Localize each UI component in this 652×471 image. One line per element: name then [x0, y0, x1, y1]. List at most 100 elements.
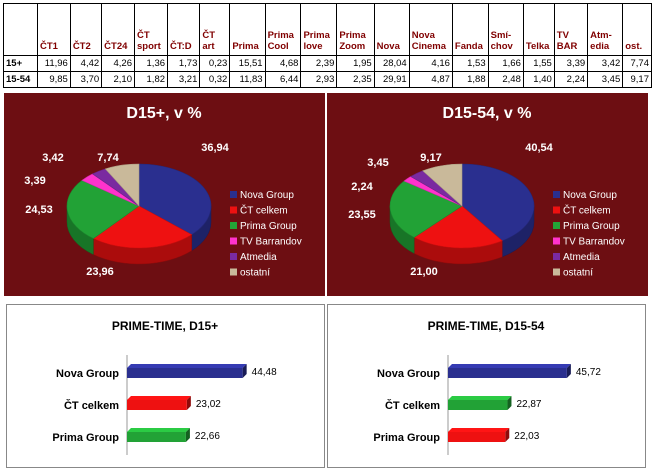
bar-value-label: 45,72 — [576, 367, 601, 378]
legend-swatch — [553, 222, 560, 229]
bar-value-label: 22,66 — [195, 431, 220, 442]
table-cell: 4,16 — [408, 55, 453, 72]
table-cell: 1,95 — [336, 55, 375, 72]
bar-value-label: 23,02 — [196, 399, 221, 410]
bar-chart-d15plus: PRIME-TIME, D15+ Nova Group 44,48 ČT celkem… — [52, 319, 277, 455]
legend-entry: ostatní — [240, 268, 270, 279]
table-cell: 6,44 — [264, 71, 302, 88]
table-cell: 4,42 — [69, 55, 103, 72]
legend-entry: ČT celkem — [563, 204, 611, 217]
bar-panel-d15-54: PRIME-TIME, D15-54 Nova Group 45,72 ČT celk… — [327, 304, 646, 468]
bar — [127, 432, 186, 442]
pie-slice — [389, 180, 463, 238]
table-cell: 3,70 — [69, 71, 103, 88]
bar-top — [127, 428, 190, 432]
pie-slice — [461, 163, 535, 242]
bar-chart-title: PRIME-TIME, D15-54 — [428, 319, 545, 333]
legend-entry: TV Barrandov — [563, 237, 625, 248]
legend-entry: Nova Group — [563, 190, 617, 201]
row-label: 15+ — [2, 55, 39, 72]
bar — [127, 368, 243, 378]
table-cell: 7,74 — [622, 55, 652, 72]
table-header-cell: Prima Cool — [264, 3, 302, 56]
pie-slice — [413, 205, 503, 249]
bar-category-label: Prima Group — [52, 432, 119, 444]
table-cell: 2,10 — [101, 71, 135, 88]
table-cell: 2,35 — [336, 71, 375, 88]
bar-chart-title: PRIME-TIME, D15+ — [112, 319, 218, 333]
table-header-cell: Fanda — [451, 3, 489, 56]
pie-value-label: 36,94 — [201, 142, 229, 154]
table-header-cell: TV BAR — [553, 3, 589, 56]
table-header-cell: Prima — [229, 3, 266, 56]
table-cell: 3,21 — [167, 71, 201, 88]
pie-value-label: 3,45 — [367, 157, 388, 169]
table-cell: 4,68 — [264, 55, 302, 72]
pie-panel-d15plus: D15+, v % 36,94 23,96 24,53 3,39 3,42 7,74 Nova… — [4, 93, 325, 296]
bar — [448, 400, 508, 410]
legend-swatch — [230, 222, 237, 229]
legend-entry: TV Barrandov — [240, 237, 302, 248]
table-cell: 15,51 — [229, 55, 266, 72]
table-cell: 29,91 — [373, 71, 410, 88]
legend-swatch — [230, 253, 237, 260]
pie-slice — [92, 205, 193, 249]
pie-value-label: 40,54 — [525, 142, 553, 154]
legend-swatch — [230, 237, 237, 245]
table-row: 15+ 11,96 4,42 4,26 1,36 1,73 0,23 15,51 4,68 2,3… — [2, 55, 652, 72]
bar-category-label: ČT celkem — [385, 399, 440, 412]
pie-value-label: 24,53 — [25, 204, 53, 216]
table-cell: 1,40 — [522, 71, 555, 88]
pie-value-label: 23,96 — [86, 266, 114, 278]
bar-top — [448, 428, 510, 432]
row-label: 15-54 — [2, 71, 39, 88]
legend-swatch — [230, 191, 237, 198]
table-cell: 1,53 — [451, 55, 489, 72]
table-cell: 3,45 — [587, 71, 624, 88]
legend-swatch — [230, 206, 237, 214]
bar-end — [242, 364, 247, 378]
legend-swatch — [553, 191, 560, 198]
table-cell: 1,82 — [133, 71, 169, 88]
bar-top — [448, 364, 571, 368]
legend-swatch — [230, 268, 237, 276]
table-cell: 28,04 — [373, 55, 410, 72]
bar — [127, 400, 187, 410]
legend-entry: Atmedia — [563, 252, 600, 263]
table-cell: 1,88 — [451, 71, 489, 88]
table-cell: 1,73 — [167, 55, 201, 72]
table-cell: 3,39 — [553, 55, 589, 72]
bar-value-label: 22,87 — [516, 399, 541, 410]
table-cell: 9,85 — [37, 71, 71, 88]
bar-end — [566, 364, 571, 378]
share-table: ČT1 ČT2 ČT24 ČT sport ČT:D ČT art Prima Prima Cool… — [2, 3, 652, 88]
bar-category-label: Prima Group — [373, 432, 440, 444]
legend-entry: Atmedia — [240, 252, 277, 263]
table-row: 15-54 9,85 3,70 2,10 1,82 3,21 0,32 11,83 6,44 2,… — [2, 71, 652, 88]
pie-value-label: 23,55 — [348, 209, 376, 221]
pie-slice — [422, 163, 463, 207]
pie-value-label: 9,17 — [420, 152, 441, 164]
bar-top — [127, 364, 247, 368]
bar-category-label: Nova Group — [377, 368, 440, 380]
table-header-cell: ost. — [622, 3, 652, 56]
bar-top — [127, 396, 191, 400]
table-cell: 0,32 — [199, 71, 231, 88]
pie-panel-d15-54: D15-54, v % 40,54 21,00 23,55 2,24 3,45 9,17 No… — [327, 93, 648, 296]
table-cell: 11,96 — [37, 55, 71, 72]
table-cell: 0,23 — [199, 55, 231, 72]
bar-panel-d15plus: PRIME-TIME, D15+ Nova Group 44,48 ČT celkem… — [6, 304, 325, 468]
pie-value-label: 3,42 — [42, 152, 63, 164]
pie-slice — [138, 163, 212, 235]
table-header-cell: Telka — [522, 3, 555, 56]
table-cell: 9,17 — [622, 71, 652, 88]
pie-chart-d15plus: D15+, v % 36,94 23,96 24,53 3,39 3,42 7,74 Nova… — [24, 105, 302, 279]
table-header-cell: ČT1 — [37, 3, 71, 56]
pie-chart-d15-54: D15-54, v % 40,54 21,00 23,55 2,24 3,45 9,17 No… — [348, 105, 625, 279]
pie-value-label: 7,74 — [97, 152, 119, 164]
table-corner-cell — [2, 3, 39, 56]
table-cell: 4,26 — [101, 55, 135, 72]
table-header-cell: Nova Cinema — [408, 3, 453, 56]
table-header-cell: ČT2 — [69, 3, 103, 56]
pie-value-label: 21,00 — [410, 266, 438, 278]
